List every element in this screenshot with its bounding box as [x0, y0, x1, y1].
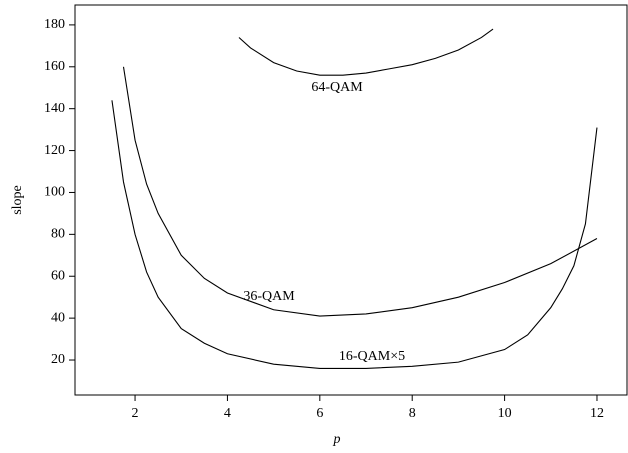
y-tick-label: 40 — [51, 310, 65, 325]
y-tick-label: 80 — [51, 227, 65, 242]
y-tick-label: 180 — [44, 17, 65, 32]
y-axis-label: slope — [10, 185, 25, 215]
y-tick-label: 20 — [51, 352, 65, 367]
x-tick-label: 4 — [224, 406, 231, 421]
y-tick-label: 120 — [44, 143, 65, 158]
y-tick-label: 100 — [44, 185, 65, 200]
y-tick-label: 60 — [51, 268, 65, 283]
y-tick-label: 160 — [44, 59, 65, 74]
x-tick-label: 8 — [409, 406, 416, 421]
x-tick-label: 2 — [132, 406, 139, 421]
x-tick-label: 12 — [590, 406, 604, 421]
series-label: 64-QAM — [311, 80, 363, 95]
series-line — [111, 100, 598, 369]
series-line — [238, 28, 494, 76]
plot-frame — [74, 4, 628, 396]
series-label: 16-QAM×5 — [339, 349, 405, 364]
x-axis-label: p — [333, 432, 341, 447]
x-tick-label: 6 — [316, 406, 323, 421]
series-label: 36-QAM — [243, 289, 295, 304]
x-tick-label: 10 — [498, 406, 512, 421]
series-line — [122, 66, 598, 317]
y-tick-label: 140 — [44, 101, 65, 116]
